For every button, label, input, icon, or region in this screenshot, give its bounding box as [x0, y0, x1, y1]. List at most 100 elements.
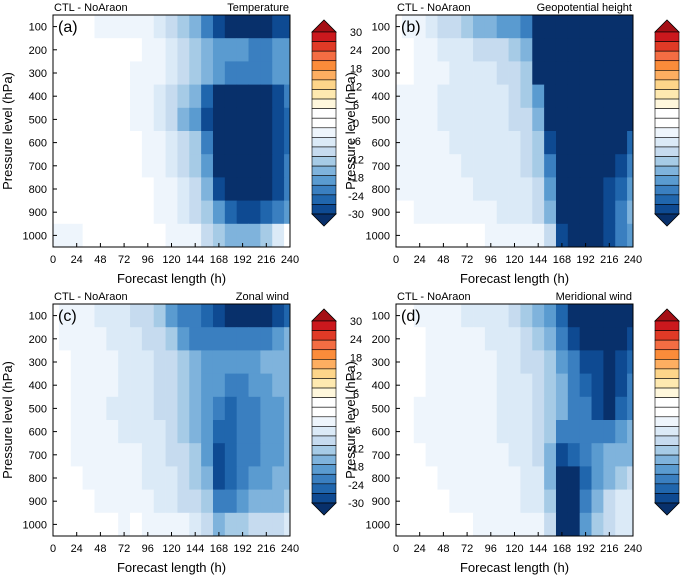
- heatmap-cell: [461, 350, 474, 374]
- heatmap-cell: [473, 15, 486, 39]
- heatmap-cell: [272, 396, 285, 421]
- heatmap-cell: [224, 350, 238, 374]
- heatmap-cell: [449, 84, 462, 109]
- heatmap-cell: [603, 131, 616, 155]
- heatmap-cell: [141, 177, 155, 201]
- heatmap-cell: [532, 15, 545, 39]
- heatmap-cell: [567, 489, 581, 514]
- heatmap-cell: [141, 200, 155, 225]
- heatmap-cell: [437, 107, 450, 132]
- x-tick-label: 168: [210, 543, 228, 555]
- heatmap-cell: [130, 466, 143, 490]
- heatmap-cell: [496, 15, 509, 39]
- heatmap-cell: [248, 327, 261, 351]
- heatmap-cell: [567, 350, 581, 374]
- heatmap-cell: [413, 466, 427, 490]
- heatmap-cell: [413, 154, 427, 178]
- heatmap-cell: [130, 154, 143, 178]
- colorbar-box: [654, 175, 680, 186]
- x-tick-label: 240: [281, 254, 299, 266]
- heatmap-cell: [461, 489, 474, 514]
- heatmap-cell: [130, 373, 143, 398]
- x-tick-label: 96: [485, 543, 497, 555]
- heatmap-cell: [70, 84, 84, 109]
- panel-title: Temperature: [227, 2, 289, 14]
- heatmap-cell: [248, 304, 261, 328]
- heatmap-cell: [236, 420, 249, 444]
- heatmap-cell: [260, 223, 273, 248]
- heatmap-cell: [224, 177, 238, 201]
- heatmap-cell: [591, 327, 604, 351]
- heatmap-cell: [177, 489, 190, 514]
- heatmap-cell: [94, 304, 107, 328]
- colorbar-box: [654, 426, 680, 437]
- heatmap-cell: [532, 154, 545, 178]
- heatmap-cell: [58, 373, 72, 398]
- heatmap-cell: [473, 177, 486, 201]
- heatmap-cell: [189, 84, 202, 109]
- heatmap-cell: [58, 420, 72, 444]
- heatmap-cell: [591, 223, 604, 248]
- heatmap-cell: [248, 420, 261, 444]
- heatmap-cell: [141, 304, 155, 328]
- heatmap-cell: [484, 61, 498, 85]
- heatmap-cell: [449, 373, 462, 398]
- colorbar-box: [311, 406, 337, 418]
- heatmap-cell: [544, 512, 557, 537]
- heatmap-cell: [118, 443, 131, 467]
- heatmap-cell: [449, 38, 462, 62]
- colorbar-box: [311, 50, 337, 62]
- x-tick-label: 48: [94, 543, 106, 555]
- heatmap-cell: [461, 327, 474, 351]
- heatmap-cell: [141, 38, 155, 62]
- heatmap-cell: [496, 84, 509, 109]
- heatmap-cell: [449, 107, 462, 132]
- heatmap-cell: [603, 15, 616, 39]
- y-tick-label: 700: [372, 450, 390, 462]
- colorbar-top-arrow: [311, 19, 337, 33]
- heatmap-cell: [508, 200, 521, 225]
- colorbar-box: [311, 175, 337, 186]
- heatmap-cell: [106, 84, 119, 109]
- heatmap-cell: [484, 154, 498, 178]
- heatmap-cell: [555, 466, 569, 490]
- heatmap-cell: [437, 61, 450, 85]
- heatmap-cell: [212, 107, 226, 132]
- heatmap-cell: [58, 443, 72, 467]
- heatmap-cell: [153, 466, 166, 490]
- heatmap-cell: [520, 200, 533, 225]
- heatmap-cell: [544, 223, 557, 248]
- heatmap-cell: [58, 350, 72, 374]
- y-tick-label: 100: [29, 22, 47, 34]
- heatmap-cell: [118, 327, 131, 351]
- heatmap-cell: [130, 223, 143, 248]
- colorbar-label: -6: [351, 136, 361, 148]
- heatmap-cell: [627, 327, 634, 351]
- heatmap-cell: [615, 154, 628, 178]
- heatmap-cell: [236, 466, 249, 490]
- colorbar-label: -30: [348, 209, 364, 221]
- y-tick-label: 200: [29, 334, 47, 346]
- heatmap-cell: [473, 466, 486, 490]
- heatmap-cell: [165, 443, 178, 467]
- y-tick-label: 100: [29, 311, 47, 323]
- x-tick-label: 240: [624, 543, 642, 555]
- heatmap-cell: [520, 177, 533, 201]
- heatmap-cell: [224, 489, 238, 514]
- heatmap-cell: [627, 131, 634, 155]
- heatmap-cell: [272, 223, 285, 248]
- heatmap-cell: [484, 373, 498, 398]
- colorbar-box: [311, 117, 337, 129]
- heatmap-cell: [544, 177, 557, 201]
- heatmap-cell: [401, 177, 415, 201]
- heatmap-cell: [236, 304, 249, 328]
- heatmap-cell: [532, 304, 545, 328]
- heatmap-cell: [165, 154, 178, 178]
- heatmap-cell: [401, 38, 415, 62]
- heatmap-cell: [591, 61, 604, 85]
- heatmap-cell: [615, 61, 628, 85]
- heatmap-cell: [58, 223, 72, 248]
- colorbar-label: -30: [348, 498, 364, 510]
- heatmap-cell: [82, 443, 95, 467]
- heatmap-cell: [603, 304, 616, 328]
